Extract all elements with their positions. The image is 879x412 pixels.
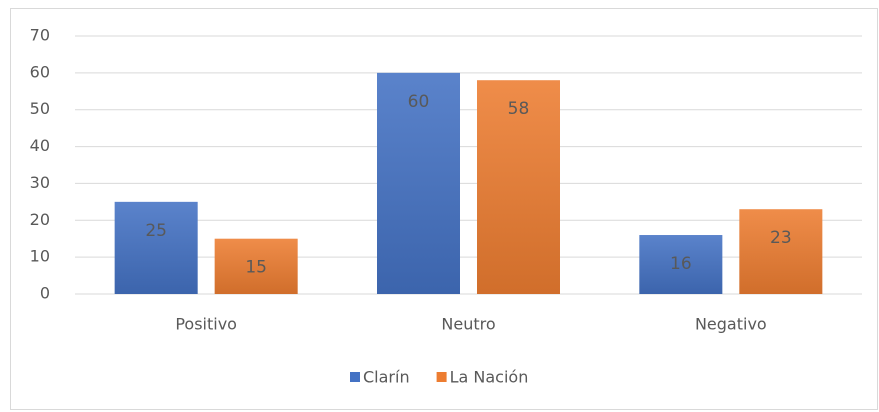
data-label: 16 (670, 254, 692, 274)
legend-label: La Nación (450, 368, 529, 387)
legend-swatch (436, 372, 447, 382)
y-tick-label: 30 (30, 173, 50, 192)
data-label: 25 (145, 221, 167, 241)
data-label: 58 (508, 99, 530, 119)
data-label: 23 (770, 228, 792, 248)
y-tick-label: 20 (30, 210, 50, 229)
y-tick-label: 0 (40, 284, 50, 303)
y-tick-label: 70 (30, 26, 50, 45)
x-tick-label: Negativo (695, 315, 767, 334)
legend-label: Clarín (363, 368, 410, 387)
bar-shade (114, 201, 198, 294)
y-tick-label: 50 (30, 99, 50, 118)
legend-swatch (350, 372, 360, 382)
bar-shade (739, 209, 823, 294)
x-tick-label: Positivo (175, 315, 237, 334)
y-tick-label: 60 (30, 62, 50, 81)
bar-shade (477, 80, 560, 294)
y-tick-label: 40 (30, 136, 50, 155)
data-label: 15 (245, 258, 267, 278)
bar-shade (377, 72, 460, 294)
bar-shade (639, 235, 723, 294)
x-tick-label: Neutro (441, 315, 495, 334)
bar-shade (214, 238, 298, 294)
data-label: 60 (408, 92, 430, 112)
y-tick-label: 10 (30, 247, 50, 266)
